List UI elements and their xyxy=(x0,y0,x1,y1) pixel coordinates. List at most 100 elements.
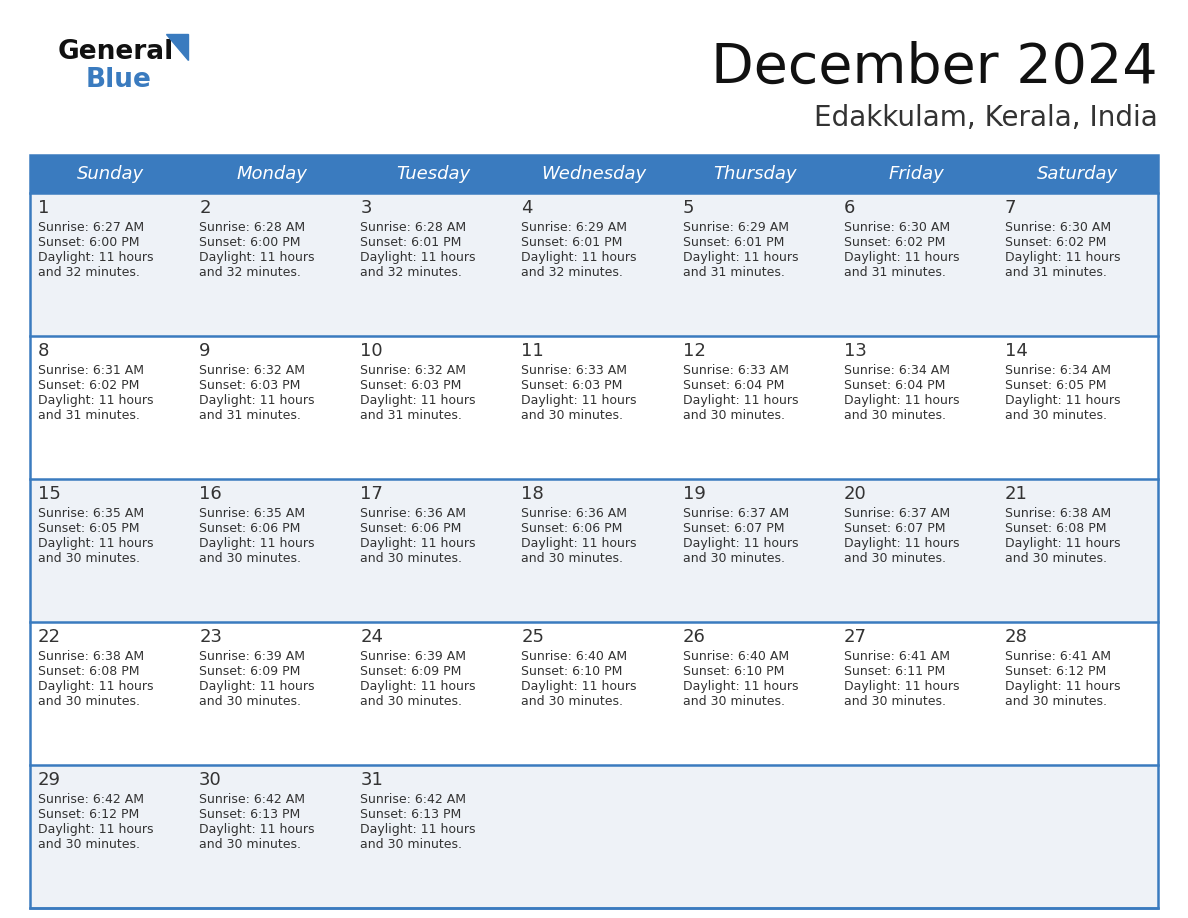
Text: Daylight: 11 hours: Daylight: 11 hours xyxy=(38,251,153,264)
Text: and 30 minutes.: and 30 minutes. xyxy=(200,838,301,851)
Text: Sunset: 6:02 PM: Sunset: 6:02 PM xyxy=(1005,236,1106,249)
Text: Daylight: 11 hours: Daylight: 11 hours xyxy=(38,537,153,550)
Text: 18: 18 xyxy=(522,485,544,503)
Text: 8: 8 xyxy=(38,342,50,360)
Text: 1: 1 xyxy=(38,199,50,217)
Text: 22: 22 xyxy=(38,628,61,646)
Text: Sunset: 6:04 PM: Sunset: 6:04 PM xyxy=(683,379,784,392)
Text: Daylight: 11 hours: Daylight: 11 hours xyxy=(522,251,637,264)
Text: 17: 17 xyxy=(360,485,384,503)
Text: 31: 31 xyxy=(360,771,384,789)
Text: Sunset: 6:01 PM: Sunset: 6:01 PM xyxy=(683,236,784,249)
Bar xyxy=(835,155,997,193)
Text: 27: 27 xyxy=(843,628,867,646)
Text: Sunset: 6:02 PM: Sunset: 6:02 PM xyxy=(38,379,139,392)
Text: Sunset: 6:03 PM: Sunset: 6:03 PM xyxy=(522,379,623,392)
Text: 3: 3 xyxy=(360,199,372,217)
Text: Sunset: 6:07 PM: Sunset: 6:07 PM xyxy=(683,522,784,535)
Text: Sunset: 6:00 PM: Sunset: 6:00 PM xyxy=(200,236,301,249)
Text: Daylight: 11 hours: Daylight: 11 hours xyxy=(360,394,475,407)
Text: Sunset: 6:05 PM: Sunset: 6:05 PM xyxy=(38,522,139,535)
Bar xyxy=(30,336,1158,479)
Text: 14: 14 xyxy=(1005,342,1028,360)
Text: Sunset: 6:08 PM: Sunset: 6:08 PM xyxy=(38,665,139,678)
Text: Daylight: 11 hours: Daylight: 11 hours xyxy=(200,537,315,550)
Text: 11: 11 xyxy=(522,342,544,360)
Text: and 30 minutes.: and 30 minutes. xyxy=(38,552,140,565)
Text: Daylight: 11 hours: Daylight: 11 hours xyxy=(843,537,959,550)
Text: General: General xyxy=(58,39,175,65)
Text: Sunrise: 6:29 AM: Sunrise: 6:29 AM xyxy=(522,221,627,234)
Text: Daylight: 11 hours: Daylight: 11 hours xyxy=(522,394,637,407)
Text: and 30 minutes.: and 30 minutes. xyxy=(683,409,784,422)
Text: Daylight: 11 hours: Daylight: 11 hours xyxy=(360,537,475,550)
Text: Sunday: Sunday xyxy=(77,165,144,183)
Text: Sunrise: 6:34 AM: Sunrise: 6:34 AM xyxy=(843,364,949,377)
Text: Sunset: 6:03 PM: Sunset: 6:03 PM xyxy=(200,379,301,392)
Text: Sunrise: 6:42 AM: Sunrise: 6:42 AM xyxy=(200,793,305,806)
Text: 7: 7 xyxy=(1005,199,1017,217)
Bar xyxy=(30,155,191,193)
Text: Daylight: 11 hours: Daylight: 11 hours xyxy=(1005,680,1120,693)
Text: Sunrise: 6:32 AM: Sunrise: 6:32 AM xyxy=(360,364,466,377)
Text: Sunrise: 6:41 AM: Sunrise: 6:41 AM xyxy=(843,650,949,663)
Text: Daylight: 11 hours: Daylight: 11 hours xyxy=(200,823,315,836)
Text: Thursday: Thursday xyxy=(713,165,797,183)
Text: Daylight: 11 hours: Daylight: 11 hours xyxy=(200,251,315,264)
Text: Sunrise: 6:36 AM: Sunrise: 6:36 AM xyxy=(360,507,466,520)
Text: 5: 5 xyxy=(683,199,694,217)
Text: and 30 minutes.: and 30 minutes. xyxy=(522,695,624,708)
Text: Sunrise: 6:40 AM: Sunrise: 6:40 AM xyxy=(683,650,789,663)
Text: and 30 minutes.: and 30 minutes. xyxy=(38,695,140,708)
Text: Friday: Friday xyxy=(889,165,944,183)
Text: Sunset: 6:01 PM: Sunset: 6:01 PM xyxy=(522,236,623,249)
Text: Sunset: 6:07 PM: Sunset: 6:07 PM xyxy=(843,522,946,535)
Text: Sunset: 6:12 PM: Sunset: 6:12 PM xyxy=(38,808,139,821)
Text: December 2024: December 2024 xyxy=(712,41,1158,95)
Bar xyxy=(30,193,1158,336)
Text: 2: 2 xyxy=(200,199,210,217)
Text: Sunset: 6:02 PM: Sunset: 6:02 PM xyxy=(843,236,946,249)
Text: and 31 minutes.: and 31 minutes. xyxy=(360,409,462,422)
Text: Daylight: 11 hours: Daylight: 11 hours xyxy=(200,394,315,407)
Text: Sunrise: 6:41 AM: Sunrise: 6:41 AM xyxy=(1005,650,1111,663)
Bar xyxy=(30,479,1158,622)
Text: Sunset: 6:13 PM: Sunset: 6:13 PM xyxy=(360,808,461,821)
Text: and 30 minutes.: and 30 minutes. xyxy=(843,552,946,565)
Text: Sunset: 6:01 PM: Sunset: 6:01 PM xyxy=(360,236,462,249)
Text: 13: 13 xyxy=(843,342,866,360)
Text: Wednesday: Wednesday xyxy=(542,165,646,183)
Text: and 30 minutes.: and 30 minutes. xyxy=(360,838,462,851)
Text: Sunset: 6:10 PM: Sunset: 6:10 PM xyxy=(683,665,784,678)
Text: 16: 16 xyxy=(200,485,222,503)
Text: Sunrise: 6:37 AM: Sunrise: 6:37 AM xyxy=(843,507,950,520)
Text: Sunset: 6:13 PM: Sunset: 6:13 PM xyxy=(200,808,301,821)
Text: Daylight: 11 hours: Daylight: 11 hours xyxy=(38,823,153,836)
Bar xyxy=(675,155,835,193)
Bar xyxy=(191,155,353,193)
Text: Sunset: 6:05 PM: Sunset: 6:05 PM xyxy=(1005,379,1106,392)
Text: Sunrise: 6:38 AM: Sunrise: 6:38 AM xyxy=(1005,507,1111,520)
Text: Daylight: 11 hours: Daylight: 11 hours xyxy=(38,680,153,693)
Text: Sunset: 6:06 PM: Sunset: 6:06 PM xyxy=(200,522,301,535)
Text: and 30 minutes.: and 30 minutes. xyxy=(522,552,624,565)
Text: and 30 minutes.: and 30 minutes. xyxy=(38,838,140,851)
Text: Sunset: 6:06 PM: Sunset: 6:06 PM xyxy=(360,522,462,535)
Text: Sunrise: 6:33 AM: Sunrise: 6:33 AM xyxy=(522,364,627,377)
Text: Sunrise: 6:38 AM: Sunrise: 6:38 AM xyxy=(38,650,144,663)
Text: Sunrise: 6:29 AM: Sunrise: 6:29 AM xyxy=(683,221,789,234)
Text: Sunrise: 6:36 AM: Sunrise: 6:36 AM xyxy=(522,507,627,520)
Bar xyxy=(997,155,1158,193)
Text: Sunrise: 6:31 AM: Sunrise: 6:31 AM xyxy=(38,364,144,377)
Text: Sunset: 6:04 PM: Sunset: 6:04 PM xyxy=(843,379,946,392)
Text: Monday: Monday xyxy=(236,165,308,183)
Text: 25: 25 xyxy=(522,628,544,646)
Text: Daylight: 11 hours: Daylight: 11 hours xyxy=(200,680,315,693)
Text: Edakkulam, Kerala, India: Edakkulam, Kerala, India xyxy=(814,104,1158,132)
Text: and 30 minutes.: and 30 minutes. xyxy=(683,695,784,708)
Text: Tuesday: Tuesday xyxy=(396,165,470,183)
Text: and 30 minutes.: and 30 minutes. xyxy=(360,552,462,565)
Text: Daylight: 11 hours: Daylight: 11 hours xyxy=(843,251,959,264)
Polygon shape xyxy=(166,34,188,60)
Text: and 30 minutes.: and 30 minutes. xyxy=(360,695,462,708)
